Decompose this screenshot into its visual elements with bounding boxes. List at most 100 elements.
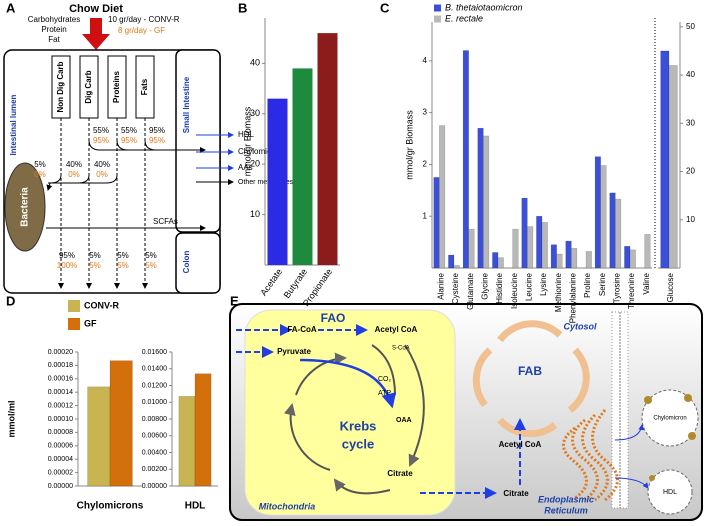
- bar: [585, 251, 592, 269]
- y-tick-label: 1: [423, 211, 428, 220]
- legend-label: GF: [84, 318, 97, 328]
- y-tick-label: 0.00010: [48, 416, 73, 423]
- legend-swatch: [434, 15, 441, 23]
- y-axis-label: mmol/gr Biomass: [404, 110, 414, 180]
- bar: [453, 265, 460, 269]
- bar: [550, 244, 557, 269]
- y-tick-label: 0.00012: [48, 402, 73, 409]
- compartment-label: Cytosol: [563, 321, 597, 331]
- bar: [439, 125, 446, 269]
- percent-label: 40%: [94, 160, 110, 169]
- scfas-label: SCFAs: [153, 217, 178, 226]
- y-tick-label: 40: [686, 70, 695, 79]
- x-tick-label: Serine: [598, 272, 607, 296]
- y-tick-label: 0.00002: [48, 469, 73, 476]
- percent-label: 40%: [66, 160, 82, 169]
- percent-label: 5%: [89, 251, 101, 260]
- metabolite: S-CoA: [392, 346, 410, 352]
- y-tick-label: 30: [686, 118, 695, 127]
- y-tick-label: 0.00000: [142, 483, 167, 490]
- percent-label: 5%: [89, 261, 101, 270]
- x-tick-label: Leucine: [524, 272, 533, 301]
- x-tick-label: Lysine: [539, 272, 548, 295]
- panel-label: B: [238, 0, 247, 15]
- bar: [536, 215, 543, 269]
- bar: [521, 197, 528, 269]
- x-axis-label: HDL: [185, 501, 206, 512]
- percent-label: 5%: [34, 160, 46, 169]
- y-axis-label: mmol/gr Biomass: [242, 106, 252, 176]
- y-tick-label: 0.00200: [142, 466, 167, 473]
- percent-label: 95%: [149, 136, 165, 145]
- percent-label: 0%: [34, 170, 46, 179]
- x-tick-label: Tyrosine: [612, 272, 621, 303]
- columns: Non Dig Carb Dig Carb Proteins Fats: [51, 55, 155, 119]
- panel-label: D: [6, 293, 15, 308]
- bar: [497, 257, 504, 269]
- percent-label: 5%: [117, 251, 129, 260]
- diet-title: Chow Diet: [69, 3, 123, 15]
- column-label: Proteins: [112, 70, 121, 103]
- output-label: HDL: [238, 130, 255, 139]
- bar: [609, 192, 616, 269]
- cycle-label: FAB: [518, 364, 542, 378]
- percent-label: 100%: [57, 261, 77, 270]
- bar: [317, 33, 338, 265]
- intake-label: 10 gr/day - CONV-R: [108, 15, 180, 24]
- y-tick-label: 0.01000: [142, 399, 167, 406]
- x-tick-label: Cysteine: [451, 272, 460, 304]
- x-tick-label: Methionine: [554, 272, 563, 312]
- x-tick-label: Glutamate: [466, 272, 475, 309]
- lipoprotein-label: Chylomicron: [653, 416, 686, 422]
- y-tick-label: 10: [686, 215, 695, 224]
- bar: [292, 68, 313, 265]
- metabolite: Acetyl CoA: [375, 325, 418, 334]
- y-tick-label: 40: [250, 58, 260, 68]
- y-tick-label: 0.01200: [142, 382, 167, 389]
- cofactor: ATP: [378, 390, 391, 397]
- cycle-label: cycle: [342, 436, 375, 451]
- y-tick-label: 20: [686, 167, 695, 176]
- y-tick-label: 20: [250, 159, 260, 169]
- x-tick-label: Alanine: [436, 272, 445, 299]
- x-tick-label: Phenylalanine: [568, 272, 577, 323]
- y-tick-label: 0.00004: [48, 456, 73, 463]
- lipoproteins: [614, 389, 699, 515]
- diet-arrow: [82, 18, 110, 50]
- percent-label: 95%: [149, 126, 165, 135]
- output-label: Chylomicrons: [238, 147, 286, 156]
- y-tick-label: 0.00400: [142, 449, 167, 456]
- krebs-cycle: [283, 344, 425, 495]
- bar: [477, 127, 484, 269]
- percent-label: 55%: [93, 126, 109, 135]
- region-label: Intestinal lumen: [9, 94, 18, 155]
- column-label: Dig Carb: [84, 70, 93, 103]
- output-label: Other metabolites: [238, 179, 294, 186]
- colon-box: [175, 232, 221, 294]
- percentages: 55%95%55%95%95%95%5%0%40%0%40%0%95%100%5…: [34, 126, 165, 270]
- bar: [512, 228, 519, 269]
- compartment-label: Endoplasmic: [538, 494, 594, 504]
- bar: [565, 240, 572, 269]
- bar: [644, 234, 651, 269]
- bar: [600, 165, 607, 269]
- metabolite: Pyruvate: [277, 347, 311, 356]
- y-tick-label: 0.00016: [48, 376, 73, 383]
- metabolite: Citrate: [387, 469, 413, 478]
- column-label: Fats: [140, 78, 149, 95]
- y-tick-label: 50: [686, 22, 695, 31]
- cofactor: CO₂: [378, 376, 392, 383]
- small-intestine-box: [175, 49, 221, 233]
- x-tick-label: Valine: [642, 272, 651, 294]
- panel-label: E: [230, 293, 239, 308]
- x-axis-label: Chylomicrons: [77, 501, 144, 512]
- percent-label: 0%: [68, 170, 80, 179]
- percent-label: 95%: [93, 136, 109, 145]
- panel-label: A: [6, 0, 16, 15]
- output-label: AAs: [238, 163, 253, 172]
- bar: [527, 226, 534, 269]
- percent-label: 95%: [121, 136, 137, 145]
- y-tick-label: 2: [423, 160, 428, 169]
- fao-label: FAO: [321, 311, 346, 325]
- legend-label: B. thetaiotaomicron: [445, 2, 523, 12]
